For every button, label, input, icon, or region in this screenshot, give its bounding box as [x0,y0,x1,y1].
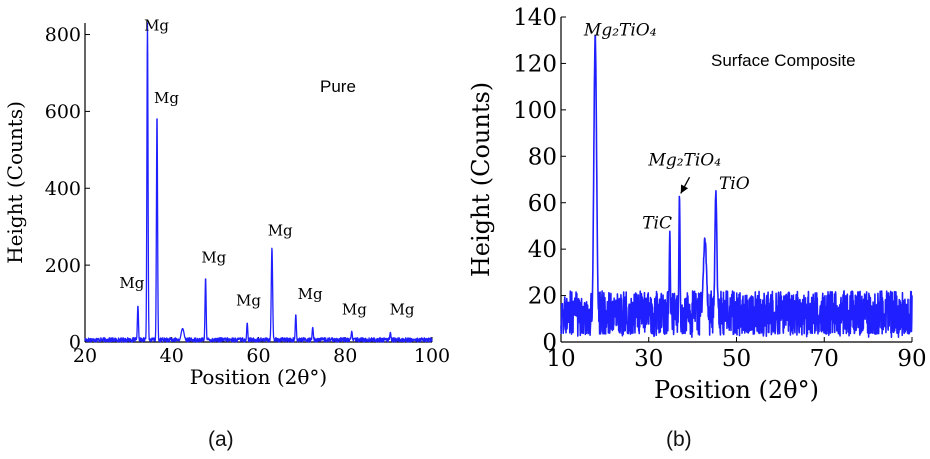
y-tick-label: 80 [528,144,557,170]
x-tick-label: 90 [897,346,926,372]
x-tick-label: 100 [414,345,450,367]
x-tick-label: 30 [634,346,663,372]
peak-label: Mg [268,222,293,240]
caption-panel-b: (b) [666,428,692,452]
x-tick-label: 80 [333,345,357,367]
peak-label: Mg [390,300,415,318]
peak-label: TiC [642,213,672,233]
y-tick-label: 800 [45,24,81,46]
y-tick-label: 400 [45,178,81,200]
y-axis-label: Height (Counts) [3,101,27,264]
y-tick-label: 600 [45,101,81,123]
y-tick-label: 40 [528,237,557,263]
peak-label: Mg [236,291,261,309]
x-tick-label: 60 [246,345,270,367]
y-tick-label: 120 [513,51,557,77]
peak-label: Mg₂TiO₄ [647,151,721,171]
y-tick-label: 0 [69,332,81,354]
peak-label: Mg [342,300,367,318]
x-axis-label: Position (2θ°) [654,376,819,404]
y-axis-label: Height (Counts) [467,82,495,277]
x-tick-label: 50 [722,346,751,372]
x-tick-label: 70 [810,346,839,372]
peak-label: Mg [144,17,169,35]
peak-label: Mg [119,274,144,292]
y-tick-label: 60 [528,191,557,217]
x-axis-label: Position (2θ°) [190,365,327,389]
y-tick-label: 0 [542,330,557,356]
peak-label: Mg [201,248,226,266]
peak-label: TiO [719,174,750,194]
inset-label: Pure [320,77,356,96]
x-tick-label: 40 [160,345,184,367]
caption-panel-a: (a) [208,428,234,452]
inset-label: Surface Composite [711,51,856,70]
y-tick-label: 20 [528,284,557,310]
y-tick-label: 140 [513,5,557,31]
y-tick-label: 100 [513,98,557,124]
peak-label: Mg [154,89,179,107]
peak-label: Mg [298,285,323,303]
peak-label: Mg₂TiO₄ [583,21,657,41]
y-tick-label: 200 [45,255,81,277]
